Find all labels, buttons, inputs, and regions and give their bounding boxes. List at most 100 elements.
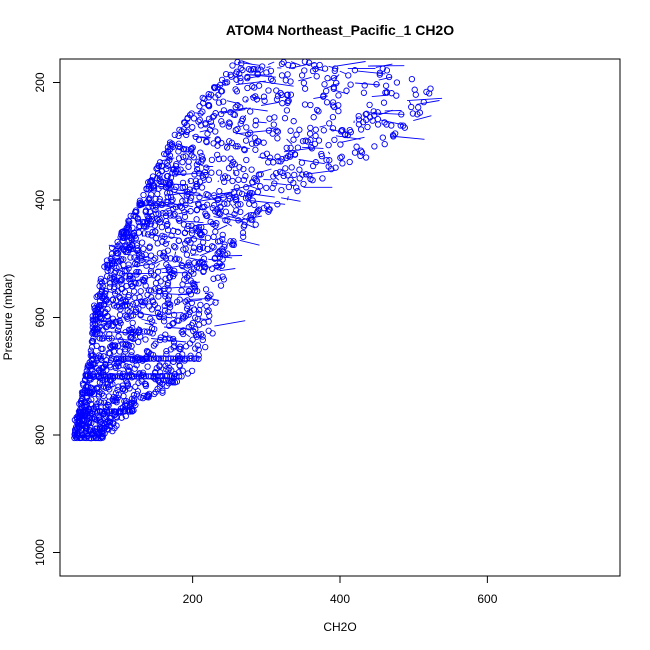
data-point	[132, 383, 139, 390]
data-point	[167, 355, 174, 362]
data-point	[162, 362, 169, 369]
data-point	[254, 188, 262, 196]
data-point	[205, 307, 212, 314]
data-point	[252, 221, 259, 228]
data-point	[274, 153, 281, 160]
data-point	[126, 309, 133, 316]
data-point	[125, 220, 132, 227]
data-point	[287, 78, 294, 85]
data-point	[133, 208, 140, 216]
data-point	[199, 156, 207, 163]
data-point	[220, 107, 228, 114]
data-point	[129, 319, 136, 327]
series-points	[71, 59, 434, 442]
data-point	[87, 400, 95, 407]
data-point	[320, 92, 327, 99]
data-point	[323, 87, 330, 95]
data-point	[227, 155, 234, 162]
data-point	[219, 245, 226, 253]
data-point	[321, 65, 329, 72]
series-line-segment	[164, 187, 173, 193]
data-point	[115, 355, 122, 362]
data-point	[212, 128, 219, 135]
data-point	[219, 231, 226, 239]
data-point	[136, 197, 144, 204]
data-point	[78, 389, 86, 396]
y-tick-label: 1000	[33, 539, 47, 566]
data-point	[363, 110, 370, 117]
data-point	[143, 347, 151, 355]
data-point	[162, 331, 169, 338]
data-point	[182, 298, 189, 305]
data-point	[240, 146, 248, 153]
data-point	[326, 157, 333, 164]
data-point	[288, 164, 295, 171]
data-point	[148, 325, 156, 332]
data-point	[167, 194, 175, 201]
data-point	[225, 164, 233, 172]
data-point	[285, 153, 292, 160]
data-point	[164, 162, 171, 169]
data-point	[144, 363, 151, 370]
data-point	[202, 286, 210, 293]
data-point	[205, 91, 212, 98]
data-point	[254, 207, 262, 214]
data-point	[233, 88, 241, 95]
data-point	[101, 277, 108, 285]
data-point	[291, 151, 299, 158]
data-point	[225, 123, 233, 130]
data-point	[219, 174, 227, 182]
data-point	[101, 424, 108, 431]
data-point	[234, 201, 242, 208]
data-point	[137, 288, 144, 295]
data-point	[149, 173, 157, 180]
data-point	[282, 165, 289, 172]
series-line-segment	[245, 99, 248, 102]
data-point	[98, 335, 106, 342]
data-point	[204, 130, 211, 137]
data-point	[114, 394, 121, 402]
data-point	[185, 163, 192, 170]
data-point	[347, 81, 354, 88]
data-point	[287, 144, 294, 152]
data-point	[134, 245, 141, 252]
data-point	[152, 206, 159, 213]
data-point	[83, 394, 90, 402]
data-point	[110, 393, 118, 401]
data-point	[212, 228, 219, 235]
data-point	[332, 164, 339, 171]
data-point	[127, 234, 134, 241]
data-point	[214, 250, 221, 257]
data-point	[93, 430, 101, 438]
data-point	[156, 195, 163, 203]
data-point	[278, 72, 286, 79]
data-point	[331, 67, 338, 75]
data-point	[208, 243, 216, 250]
data-point	[150, 342, 158, 349]
data-point	[161, 336, 169, 343]
data-point	[226, 119, 233, 126]
data-point	[360, 89, 368, 96]
data-point	[335, 92, 342, 99]
data-point	[130, 288, 138, 295]
data-point	[161, 307, 169, 314]
data-point	[185, 158, 192, 165]
data-point	[98, 433, 105, 440]
data-point	[183, 305, 191, 312]
data-point	[243, 156, 250, 164]
data-point	[199, 99, 207, 107]
data-point	[298, 159, 306, 166]
data-point	[105, 349, 112, 357]
data-point	[122, 341, 129, 349]
data-point	[130, 373, 138, 380]
data-point	[269, 130, 276, 137]
data-point	[231, 189, 238, 196]
data-point	[214, 196, 222, 203]
data-point	[385, 73, 393, 81]
data-point	[263, 184, 270, 192]
data-point	[192, 225, 199, 232]
data-point	[170, 227, 177, 235]
data-point	[294, 144, 302, 151]
data-point	[204, 295, 211, 302]
data-point	[312, 132, 319, 140]
